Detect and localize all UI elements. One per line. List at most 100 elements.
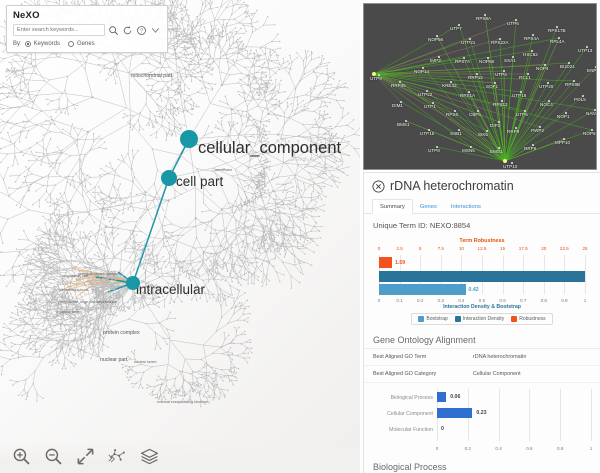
go-gridline: [498, 389, 500, 441]
gene-node-RPS22A[interactable]: [499, 38, 502, 41]
gene-label-RPS1A: RPS1A: [460, 93, 476, 98]
gene-node-NOP56[interactable]: [436, 35, 439, 38]
radio-keywords[interactable]: [24, 41, 31, 47]
gene-node-UTP22[interactable]: [426, 90, 429, 93]
gene-label-MPP10: MPP10: [555, 140, 571, 145]
gene-node-SOF1[interactable]: [494, 82, 497, 85]
tab-genes[interactable]: Genes: [419, 204, 437, 210]
gene-node-NAN1[interactable]: [594, 109, 596, 112]
gene-node-PWP2[interactable]: [539, 126, 542, 129]
ontology-tree-panel[interactable]: mitochondrial part cellular_component cell…: [0, 0, 360, 473]
search-panel[interactable]: NeXO ? By:: [6, 5, 168, 53]
network-icon[interactable]: [108, 447, 127, 466]
gene-label-SSB1: SSB1: [450, 131, 462, 136]
gene-node-RCL1[interactable]: [527, 73, 530, 76]
tree-node-highlight-2[interactable]: [126, 276, 140, 290]
gene-node-KRE33[interactable]: [450, 81, 453, 84]
gene-hub-node-0[interactable]: [503, 159, 507, 163]
gene-node-IMP3[interactable]: [438, 56, 441, 59]
go-bar-row: Molecular Function 0: [389, 422, 592, 438]
gene-node-UTP1[interactable]: [432, 102, 435, 105]
gene-label-KRE33: KRE33: [442, 83, 457, 88]
layers-icon[interactable]: [140, 447, 159, 466]
refresh-icon[interactable]: [122, 25, 133, 36]
gene-node-BMS1[interactable]: [405, 120, 408, 123]
gene-node-MSN5[interactable]: [470, 146, 473, 149]
radio-genes[interactable]: [68, 41, 75, 47]
app-title: NeXO: [13, 10, 40, 21]
bottom-tick-5: 0.5: [478, 298, 486, 303]
gene-node-DIM1[interactable]: [400, 101, 403, 104]
gene-node-UTP13[interactable]: [586, 46, 589, 49]
gene-label-CBF5: CBF5: [469, 112, 481, 117]
gene-node-SIK5[interactable]: [486, 130, 489, 133]
tab-summary[interactable]: Summary: [372, 199, 413, 214]
gene-node-RPS9B[interactable]: [573, 80, 576, 83]
gene-node-NOP58[interactable]: [487, 57, 490, 60]
tree-node-highlight-1[interactable]: [161, 170, 177, 186]
gene-node-UTP4[interactable]: [503, 70, 506, 73]
gene-node-NOP14[interactable]: [422, 67, 425, 70]
close-icon[interactable]: [372, 179, 385, 193]
gene-node-RPS13[interactable]: [501, 100, 504, 103]
go-gridline: [560, 389, 562, 441]
gene-node-MPP10[interactable]: [563, 138, 566, 141]
gene-node-UTP10[interactable]: [511, 162, 514, 165]
gene-node-RRP9[interactable]: [515, 127, 518, 130]
gene-node-UTP6[interactable]: [515, 19, 518, 22]
gene-hub-node-1[interactable]: [372, 72, 376, 76]
svg-text:?: ?: [140, 28, 143, 34]
gene-node-UTP5[interactable]: [524, 110, 527, 113]
gene-node-RPL4A[interactable]: [558, 37, 561, 40]
tree-node-highlight-0[interactable]: [180, 130, 198, 148]
search-input[interactable]: [13, 24, 105, 36]
gene-node-NOC4[interactable]: [548, 100, 551, 103]
gene-label-UTP6: UTP6: [507, 21, 519, 26]
gene-node-UTP15[interactable]: [428, 129, 431, 132]
detail-tabs[interactable]: Summary Genes Interactions: [364, 199, 600, 214]
gene-node-UTP18[interactable]: [520, 91, 523, 94]
gene-node-UTP7[interactable]: [458, 24, 461, 27]
collapse-icon[interactable]: [150, 25, 161, 36]
gene-node-BUD21[interactable]: [568, 62, 571, 65]
gene-node-RRP6[interactable]: [532, 144, 535, 147]
gene-node-DIP2[interactable]: [498, 121, 501, 124]
bottom-tick-0: 0: [377, 298, 381, 303]
term-details-panel[interactable]: rDNA heterochromatin Summary Genes Inter…: [363, 172, 600, 473]
gene-node-CBF5[interactable]: [477, 110, 480, 113]
top-tick-10: 25: [582, 246, 588, 251]
gene-node-RPS7A[interactable]: [463, 57, 466, 60]
gene-node-ENP1[interactable]: [595, 66, 596, 69]
top-tick-5: 12.5: [477, 246, 487, 251]
gene-node-UTP20[interactable]: [547, 82, 550, 85]
gene-network-panel[interactable]: UTP9 RPS8A UTP6 UTP7 RPS17B NOP56 UTP21 RPS22A R…: [363, 3, 597, 170]
gene-node-EMG1[interactable]: [498, 147, 501, 150]
legend-label-robustness: Robustness: [519, 316, 546, 322]
gene-node-NOP1[interactable]: [565, 112, 568, 115]
gene-node-NOP6[interactable]: [591, 129, 594, 132]
gene-node-UTP8[interactable]: [436, 146, 439, 149]
tab-interactions[interactable]: Interactions: [450, 204, 481, 210]
gene-node-SSB1[interactable]: [458, 129, 461, 132]
bar-value-robustness: 1.59: [395, 260, 406, 266]
gene-node-RPS4A[interactable]: [532, 34, 535, 37]
gene-node-RPS6[interactable]: [454, 110, 457, 113]
gene-node-UTP9[interactable]: [378, 74, 381, 77]
search-icon[interactable]: [108, 25, 119, 36]
gene-node-RPS1A[interactable]: [468, 91, 471, 94]
gene-node-HSC82[interactable]: [531, 50, 534, 53]
help-icon[interactable]: ?: [136, 25, 147, 36]
view-toolbar[interactable]: [0, 439, 360, 473]
zoom-out-icon[interactable]: [44, 447, 63, 466]
gene-node-RRP45[interactable]: [399, 81, 402, 84]
gene-node-RPS8A[interactable]: [484, 14, 487, 17]
fit-to-screen-icon[interactable]: [76, 447, 95, 466]
gene-node-NOP4[interactable]: [544, 64, 547, 67]
gene-node-POL5[interactable]: [582, 95, 585, 98]
gene-node-RPS17B[interactable]: [556, 26, 559, 29]
gene-node-UTP21[interactable]: [469, 38, 472, 41]
zoom-in-icon[interactable]: [12, 447, 31, 466]
gene-node-SSA1[interactable]: [512, 56, 515, 59]
gene-node-RRP12[interactable]: [476, 73, 479, 76]
search-by-label: By:: [13, 41, 22, 47]
